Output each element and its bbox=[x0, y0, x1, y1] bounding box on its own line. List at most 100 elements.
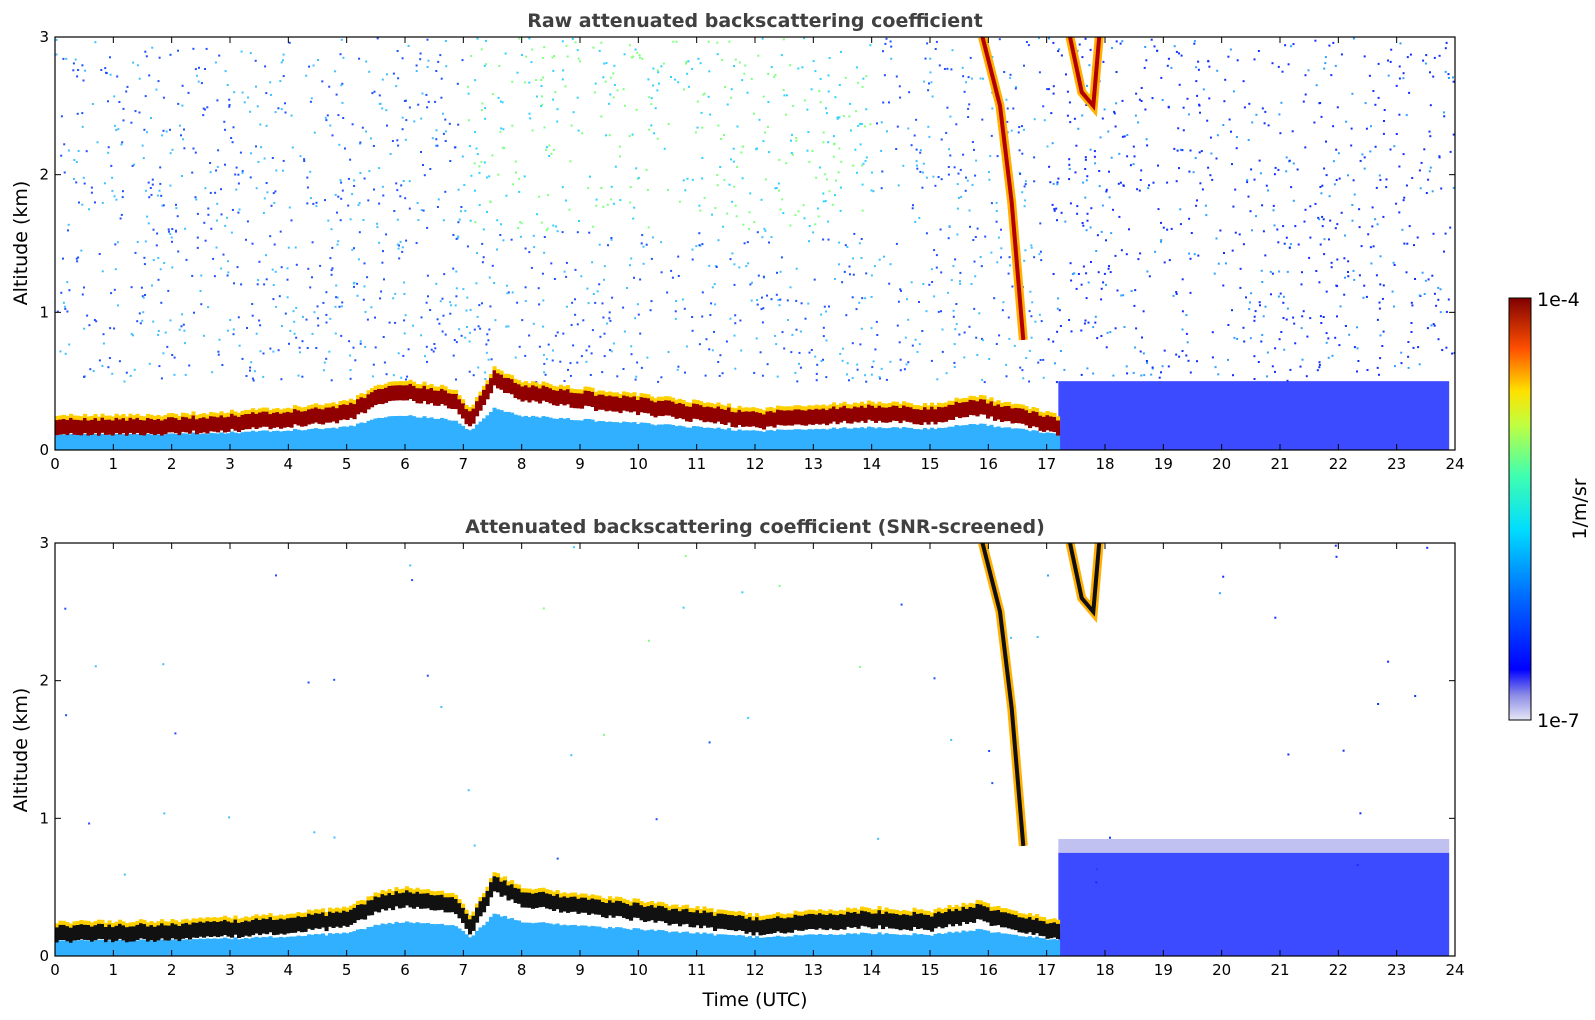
noise-speckle bbox=[786, 299, 789, 302]
x-tick-label: 17 bbox=[1037, 455, 1056, 473]
noise-speckle bbox=[226, 274, 229, 277]
noise-speckle bbox=[407, 44, 410, 47]
noise-speckle bbox=[899, 369, 902, 372]
noise-speckle bbox=[216, 165, 219, 168]
noise-speckle bbox=[469, 219, 472, 222]
noise-speckle bbox=[1094, 321, 1097, 324]
bl-top-cell bbox=[107, 924, 112, 940]
noise-speckle bbox=[862, 77, 865, 80]
bl-low-cell bbox=[426, 923, 431, 956]
noise-speckle bbox=[747, 716, 750, 719]
noise-speckle bbox=[548, 144, 551, 147]
noise-speckle bbox=[155, 88, 158, 91]
bl-low-cell bbox=[937, 427, 942, 450]
noise-speckle bbox=[429, 168, 432, 170]
noise-speckle bbox=[585, 360, 588, 363]
noise-speckle bbox=[1441, 349, 1444, 351]
bl-top-cell bbox=[671, 908, 676, 924]
noise-speckle bbox=[95, 320, 98, 323]
bl-low-cell bbox=[643, 930, 648, 956]
noise-speckle bbox=[1408, 225, 1411, 228]
noise-speckle bbox=[1222, 124, 1225, 126]
x-tick-label: 7 bbox=[459, 961, 469, 979]
noise-speckle bbox=[746, 241, 749, 244]
noise-speckle bbox=[839, 186, 842, 189]
noise-speckle bbox=[150, 193, 153, 196]
noise-speckle bbox=[169, 319, 172, 322]
noise-speckle bbox=[624, 104, 626, 107]
bl-low-cell bbox=[118, 434, 123, 450]
bl-low-cell bbox=[132, 941, 137, 956]
noise-speckle bbox=[200, 274, 203, 277]
noise-speckle bbox=[1352, 269, 1355, 272]
noise-speckle bbox=[650, 103, 653, 106]
noise-speckle bbox=[927, 125, 930, 128]
bl-low-cell bbox=[916, 429, 921, 450]
noise-speckle bbox=[1243, 340, 1246, 343]
noise-speckle bbox=[1190, 232, 1193, 234]
noise-speckle bbox=[181, 313, 184, 316]
noise-speckle bbox=[1105, 239, 1107, 242]
bl-low-cell bbox=[405, 921, 410, 956]
x-tick-label: 20 bbox=[1212, 455, 1231, 473]
noise-speckle bbox=[651, 236, 654, 239]
noise-speckle bbox=[114, 268, 117, 271]
noise-speckle bbox=[1077, 127, 1080, 130]
noise-speckle bbox=[1198, 151, 1201, 154]
noise-speckle bbox=[325, 291, 328, 294]
bl-low-cell bbox=[811, 934, 816, 956]
noise-speckle bbox=[938, 64, 941, 67]
noise-speckle bbox=[1363, 167, 1366, 170]
noise-speckle bbox=[1280, 331, 1283, 333]
bl-low-cell bbox=[90, 435, 95, 450]
noise-speckle bbox=[284, 312, 287, 315]
noise-speckle bbox=[714, 207, 717, 209]
noise-speckle bbox=[158, 56, 161, 59]
bl-top-cell bbox=[181, 416, 186, 432]
noise-speckle bbox=[241, 171, 244, 174]
bl-top-cell bbox=[695, 404, 700, 420]
noise-speckle bbox=[1047, 338, 1050, 341]
bl-low-cell bbox=[751, 938, 756, 956]
bl-top-cell bbox=[83, 924, 88, 940]
noise-speckle bbox=[950, 68, 953, 71]
noise-speckle bbox=[991, 107, 994, 110]
noise-speckle bbox=[1185, 314, 1188, 317]
x-tick-label: 3 bbox=[225, 455, 235, 473]
bl-low-cell bbox=[870, 427, 875, 450]
noise-speckle bbox=[1277, 65, 1280, 68]
noise-speckle bbox=[647, 226, 650, 229]
noise-speckle bbox=[959, 271, 962, 274]
bl-top-cell bbox=[114, 417, 119, 433]
bl-top-cell bbox=[1042, 921, 1047, 937]
noise-speckle bbox=[996, 155, 999, 158]
noise-speckle bbox=[745, 265, 748, 268]
bl-top-cell bbox=[149, 925, 154, 941]
noise-speckle bbox=[1287, 63, 1290, 66]
noise-speckle bbox=[1103, 272, 1106, 275]
bl-low-cell bbox=[930, 427, 935, 450]
noise-speckle bbox=[936, 378, 939, 381]
bl-top-cell bbox=[520, 892, 525, 908]
noise-speckle bbox=[183, 342, 186, 345]
noise-speckle bbox=[362, 219, 365, 221]
noise-speckle bbox=[397, 77, 400, 80]
noise-speckle bbox=[648, 96, 651, 99]
bl-top-cell bbox=[1000, 406, 1005, 422]
noise-speckle bbox=[192, 147, 195, 150]
noise-speckle bbox=[1029, 290, 1032, 293]
x-tick-label: 10 bbox=[629, 961, 648, 979]
noise-speckle bbox=[1292, 199, 1295, 202]
noise-speckle bbox=[197, 80, 200, 83]
noise-speckle bbox=[795, 328, 798, 331]
bl-low-cell bbox=[135, 433, 140, 450]
bl-low-cell bbox=[286, 936, 291, 956]
noise-speckle bbox=[700, 111, 703, 114]
bl-low-cell bbox=[1021, 428, 1026, 450]
bl-top-cell bbox=[125, 927, 130, 943]
bl-top-cell bbox=[958, 910, 963, 926]
noise-speckle bbox=[83, 182, 86, 185]
bl-low-cell bbox=[786, 429, 791, 450]
bl-low-cell bbox=[569, 925, 574, 956]
noise-speckle bbox=[1344, 325, 1347, 327]
